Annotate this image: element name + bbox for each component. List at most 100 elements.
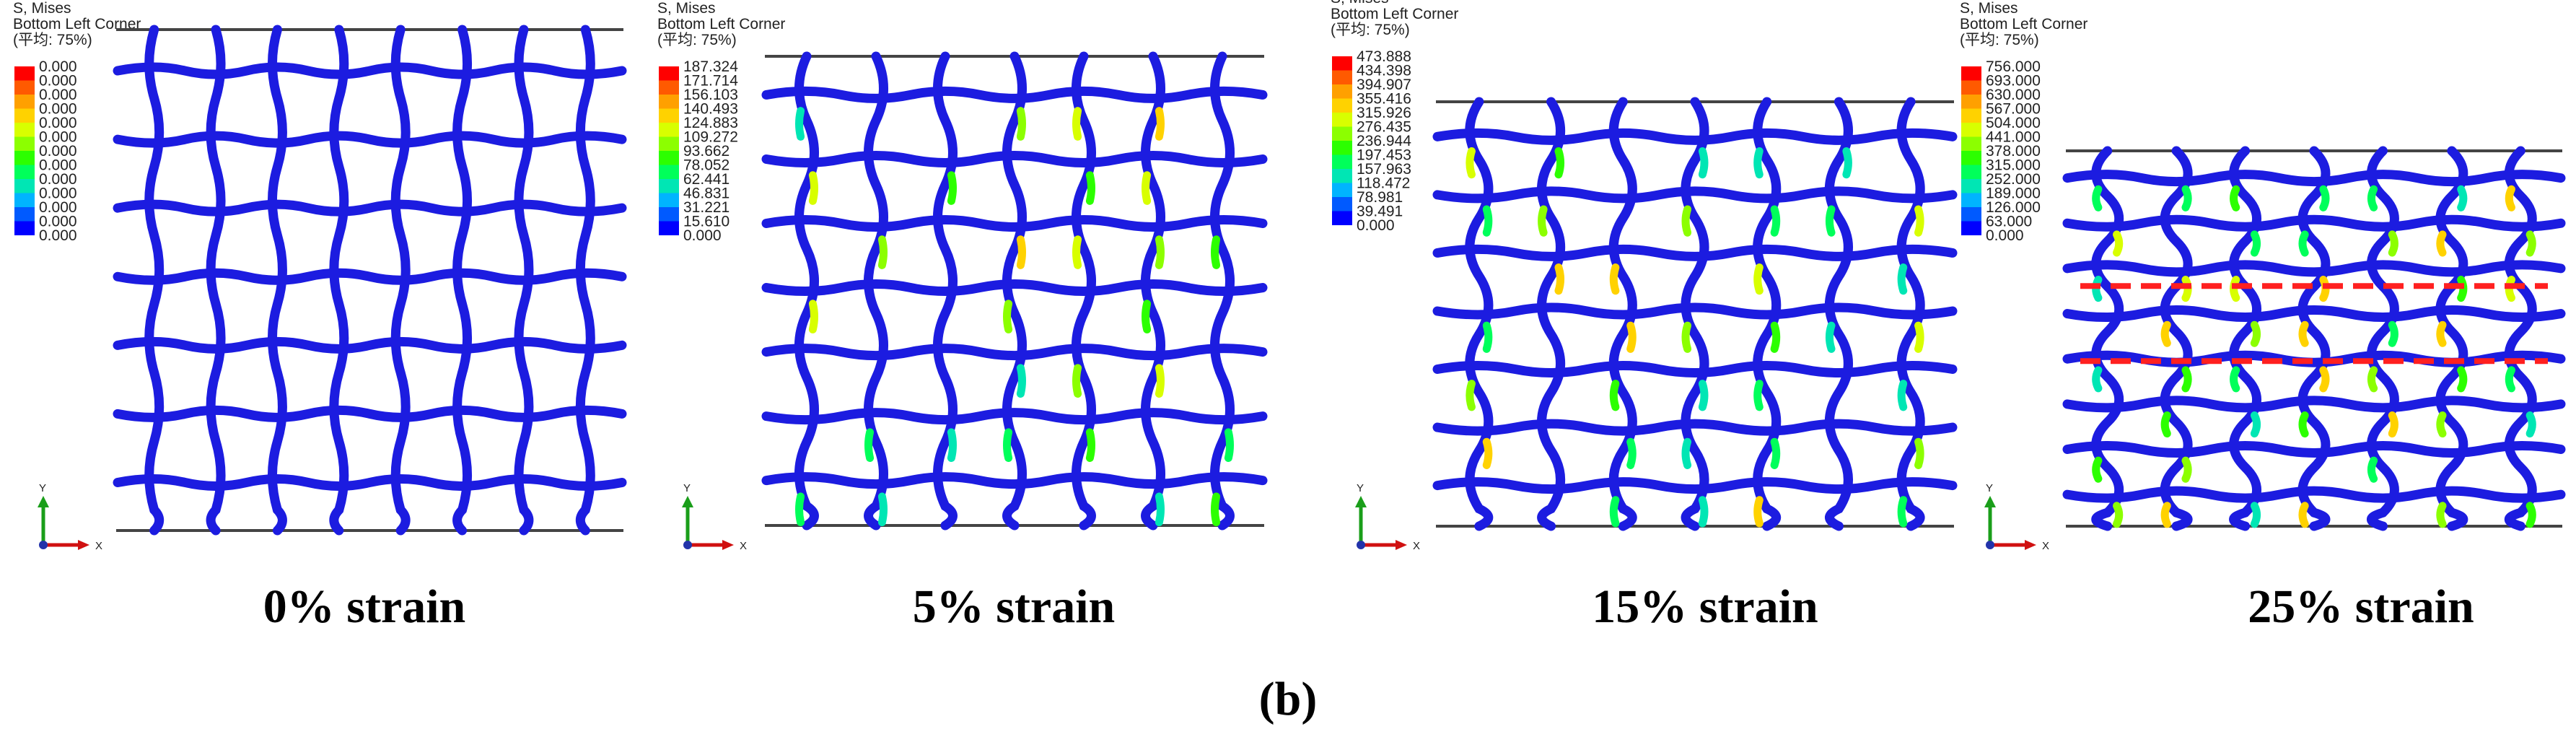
- legend-value: 630.000: [1986, 87, 2041, 103]
- legend-swatch: [659, 123, 679, 137]
- stress-spot: [1155, 235, 1165, 269]
- legend-swatch: [659, 66, 679, 81]
- fiber-vertical: [1210, 51, 1235, 531]
- stress-spot: [2230, 185, 2240, 211]
- stress-spot: [1770, 321, 1781, 353]
- legend-value: 0.000: [39, 101, 77, 118]
- fiber-vertical: [2366, 146, 2399, 531]
- stress-spot: [1482, 321, 1493, 353]
- legend-value: 140.493: [683, 101, 738, 118]
- fiber-horizontal: [1432, 302, 1958, 320]
- legend-swatch: [659, 179, 679, 193]
- legend-title: S, Mises: [1960, 0, 2018, 17]
- legend-value: 441.000: [1986, 129, 2041, 146]
- fiber-horizontal: [1432, 361, 1958, 377]
- stress-spot: [1482, 437, 1493, 469]
- stress-spot: [2250, 411, 2261, 438]
- stress-spot: [1482, 205, 1493, 237]
- stress-spot: [1003, 428, 1013, 463]
- fiber-horizontal: [113, 131, 627, 148]
- fiber-horizontal: [761, 279, 1268, 297]
- legend-value: 378.000: [1986, 143, 2041, 160]
- stress-spot: [2181, 366, 2192, 393]
- legend-value: 62.441: [683, 171, 730, 188]
- triad-origin: [1986, 541, 1994, 549]
- legend-swatch: [1961, 123, 1981, 137]
- legend-swatch: [14, 207, 35, 222]
- fiber-vertical: [1072, 51, 1096, 531]
- figure-label: (b): [1259, 673, 1318, 725]
- fiber-vertical: [2091, 146, 2124, 531]
- stress-spot: [1072, 107, 1082, 141]
- fiber-horizontal: [113, 199, 627, 217]
- legend-swatch: [1961, 165, 1981, 179]
- legend-title: (平均: 75%): [13, 32, 92, 48]
- legend-swatch: [14, 108, 35, 123]
- stress-spot: [1681, 205, 1692, 237]
- stress-spot: [1626, 437, 1637, 469]
- legend-value: 189.000: [1986, 186, 2041, 202]
- stress-spot: [2388, 230, 2398, 257]
- legend-value: 126.000: [1986, 199, 2041, 216]
- legend-swatch: [1961, 207, 1981, 222]
- fiber-horizontal: [113, 336, 627, 354]
- legend-title: S, Mises: [657, 0, 716, 17]
- stress-spot: [877, 235, 888, 269]
- stress-spot: [2388, 411, 2398, 438]
- stress-spot: [2436, 502, 2447, 528]
- fiber-vertical: [2160, 146, 2193, 531]
- stress-spot: [1681, 321, 1692, 353]
- fiber-vertical: [1896, 97, 1925, 531]
- legend-swatch: [1961, 66, 1981, 81]
- fiber-horizontal: [761, 215, 1268, 232]
- fiber-horizontal: [2062, 486, 2566, 503]
- legend-title: Bottom Left Corner: [1960, 16, 2087, 32]
- stress-spot: [1825, 205, 1836, 237]
- legend-value: 197.453: [1357, 147, 1411, 164]
- triad-x-head: [722, 540, 734, 550]
- fiber-horizontal: [761, 86, 1268, 103]
- triad-y-head: [1984, 496, 1996, 507]
- stress-spot: [2160, 320, 2171, 347]
- fiber-horizontal: [113, 62, 627, 79]
- stress-spot: [2298, 411, 2309, 438]
- stress-spot: [1770, 437, 1781, 469]
- fiber-vertical: [267, 25, 287, 536]
- triad-y-head: [682, 496, 693, 507]
- stress-spot: [2436, 320, 2447, 347]
- fiber-horizontal: [113, 473, 627, 491]
- legend-value: 0.000: [39, 115, 77, 131]
- legend-swatch: [659, 221, 679, 235]
- stress-spot: [2367, 185, 2378, 211]
- legend-value: 171.714: [683, 73, 738, 90]
- legend-value: 187.324: [683, 58, 738, 75]
- fiber-horizontal: [1432, 244, 1958, 261]
- legend-swatch: [1961, 95, 1981, 109]
- panel-caption: 15% strain: [1592, 580, 1818, 633]
- stress-spot: [2505, 185, 2515, 211]
- stress-spot: [1466, 380, 1476, 411]
- legend-swatch: [14, 95, 35, 109]
- fiber-horizontal: [1432, 128, 1958, 145]
- legend-swatch: [659, 95, 679, 109]
- stress-spot: [1609, 263, 1620, 295]
- fiber-horizontal: [2062, 170, 2566, 187]
- stress-spot: [2181, 456, 2192, 483]
- stress-spot: [2436, 411, 2447, 438]
- legend-value: 252.000: [1986, 171, 2041, 188]
- fiber-vertical: [329, 25, 349, 536]
- legend-swatch: [1332, 141, 1352, 155]
- stress-spot: [1554, 147, 1565, 179]
- stress-spot: [2113, 502, 2124, 528]
- stress-spot: [1211, 235, 1221, 269]
- triad-x-label: X: [2042, 540, 2049, 552]
- legend-title: (平均: 75%): [657, 32, 737, 48]
- legend-value: 63.000: [1986, 214, 2032, 230]
- legend-title: Bottom Left Corner: [1331, 6, 1458, 22]
- fiber-vertical: [575, 25, 595, 536]
- legend-title: Bottom Left Corner: [657, 16, 785, 32]
- stress-spot: [1698, 496, 1709, 528]
- stress-spot: [1753, 263, 1764, 295]
- legend-swatch: [1961, 193, 1981, 207]
